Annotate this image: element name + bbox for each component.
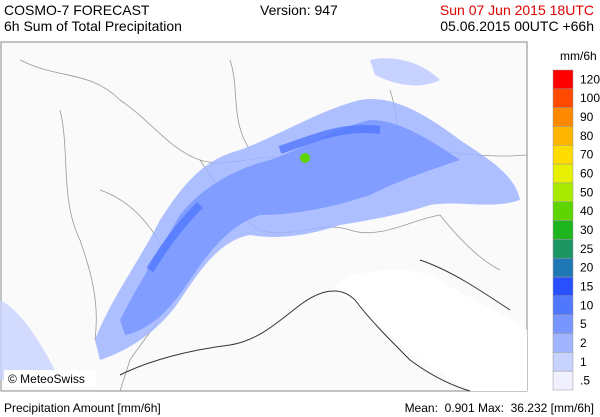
legend-label: 100 [580, 91, 600, 105]
coastline [119, 259, 511, 392]
legend-label: 90 [580, 110, 594, 124]
title: COSMO-7 FORECAST [4, 2, 150, 18]
legend-label: 80 [580, 129, 594, 143]
legend-swatch [552, 276, 574, 297]
legend-label: 25 [580, 242, 594, 256]
legend-swatch [552, 163, 574, 184]
legend-swatch [552, 126, 574, 146]
legend-swatch [552, 107, 574, 127]
sea [330, 270, 527, 391]
footer-left: Precipitation Amount [mm/6h] [4, 401, 161, 415]
legend-label: 40 [580, 204, 594, 218]
map: © MeteoSwiss [0, 41, 528, 392]
legend-swatch [552, 352, 574, 372]
footer-right: Mean: 0.901 Max: 36.232 [mm/6h] [404, 401, 594, 415]
legend-swatch [552, 314, 574, 334]
subtitle: 6h Sum of Total Precipitation [4, 18, 182, 34]
legend-swatch [552, 295, 574, 315]
legend-swatch [552, 370, 574, 391]
run-time: 05.06.2015 00UTC +66h [440, 18, 594, 34]
version: Version: 947 [260, 2, 338, 18]
legend-label: 50 [580, 185, 594, 199]
legend-label: 60 [580, 167, 594, 181]
legend-label: 20 [580, 261, 594, 275]
legend-swatch [552, 257, 574, 278]
legend-swatch [552, 333, 574, 353]
legend-swatch [552, 239, 574, 259]
legend-label: 10 [580, 298, 594, 312]
legend-label: 2 [580, 336, 587, 350]
legend-label: 30 [580, 223, 594, 237]
legend-label: 120 [580, 72, 600, 86]
precipitation [0, 58, 520, 380]
valid-time: Sun 07 Jun 2015 18UTC [439, 2, 594, 18]
legend-swatch [552, 182, 574, 203]
legend-unit: mm/6h [560, 49, 597, 63]
legend-swatch [552, 88, 574, 108]
legend-label: 1 [580, 355, 587, 369]
legend-label: 70 [580, 148, 594, 162]
legend: mm/6h 120 100 90 80 70 60 50 40 30 25 20 15 10 5 2 1 .5 [552, 49, 600, 391]
legend-swatch [552, 69, 574, 90]
legend-swatch [552, 145, 574, 165]
legend-swatch [552, 220, 574, 240]
legend-label: 15 [580, 279, 594, 293]
copyright-box [4, 370, 96, 387]
legend-label: 5 [580, 317, 587, 331]
legend-swatch [552, 201, 574, 221]
legend-label: .5 [580, 374, 590, 388]
copyright: © MeteoSwiss [8, 372, 85, 386]
